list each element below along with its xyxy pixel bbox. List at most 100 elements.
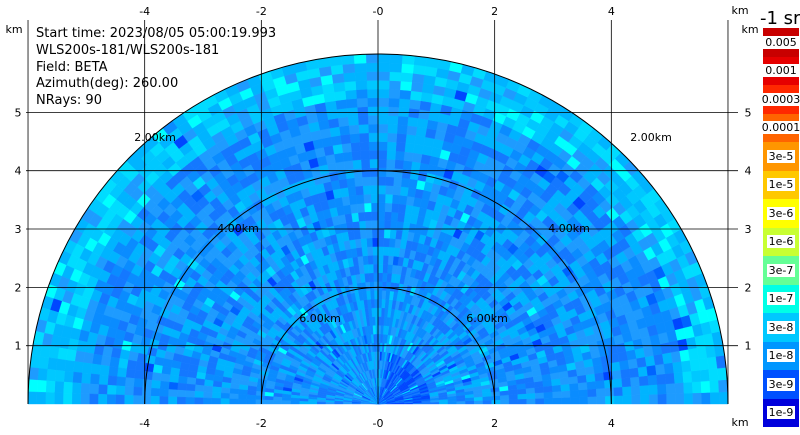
- field-cell: [398, 194, 408, 205]
- field-cell: [185, 390, 195, 398]
- field-cell: [377, 316, 382, 326]
- field-cell: [682, 370, 693, 383]
- x-tick-label: 4: [608, 5, 615, 18]
- field-cell: [36, 391, 46, 405]
- field-cell: [377, 150, 388, 160]
- field-cell: [377, 141, 388, 151]
- colorbar-cell: 3e-7: [763, 256, 799, 285]
- field-cell: [141, 395, 151, 405]
- field-cell: [388, 246, 395, 257]
- field-cell: [355, 88, 368, 99]
- field-cell: [369, 176, 379, 186]
- field-cell: [698, 357, 709, 371]
- field-cell: [89, 373, 100, 385]
- x-tick-label: -4: [139, 5, 150, 18]
- field-cell: [106, 384, 117, 396]
- field-cell: [578, 389, 589, 398]
- field-cell: [718, 391, 729, 405]
- field-cell: [491, 399, 501, 405]
- azimuth-label: Azimuth(deg): 260.00: [36, 76, 179, 91]
- field-cell: [683, 392, 694, 405]
- field-cell: [135, 361, 146, 372]
- field-cell: [391, 194, 401, 205]
- field-cell: [417, 171, 428, 182]
- field-cell: [405, 134, 416, 145]
- field-cell: [534, 386, 545, 394]
- y-tick-label: 2: [15, 281, 22, 294]
- x-tick-label: 4: [608, 417, 615, 430]
- colorbar-cell: 1e-9: [763, 398, 799, 427]
- colorbar-cell: 0.005: [763, 28, 799, 57]
- field-cell: [351, 150, 362, 161]
- x-tick-label: -0: [373, 5, 384, 18]
- field-cell: [604, 387, 615, 397]
- field-cell: [229, 393, 239, 400]
- field-cell: [338, 125, 350, 136]
- field-cell: [255, 390, 266, 397]
- field-cell: [371, 211, 379, 221]
- field-cell: [46, 368, 57, 382]
- field-cell: [325, 401, 335, 405]
- field-cell: [45, 392, 55, 405]
- field-cell: [54, 381, 65, 394]
- field-cell: [340, 134, 351, 145]
- field-cell: [125, 368, 136, 379]
- field-cell: [362, 185, 371, 195]
- field-cell: [396, 133, 407, 144]
- field-cell: [664, 372, 676, 385]
- field-cell: [83, 352, 94, 365]
- field-cell: [613, 386, 624, 397]
- field-cell: [399, 80, 413, 91]
- field-cell: [620, 368, 631, 379]
- field-cell: [367, 255, 374, 265]
- field-cell: [349, 133, 360, 144]
- field-cell: [220, 398, 230, 405]
- field-cell: [397, 115, 409, 126]
- field-cell: [683, 381, 694, 394]
- field-cell: [648, 384, 659, 395]
- field-cell: [142, 379, 153, 389]
- field-cell: [97, 384, 108, 395]
- field-cell: [372, 246, 379, 256]
- field-cell: [385, 185, 394, 195]
- field-cell: [543, 385, 553, 393]
- field-cell: [37, 368, 48, 382]
- field-cell: [72, 371, 83, 384]
- field-cell: [377, 62, 391, 72]
- field-cell: [341, 142, 352, 153]
- range-ring-label: 4.00km: [548, 222, 590, 235]
- field-cell: [692, 392, 702, 405]
- field-cell: [413, 143, 424, 155]
- colorbar-label: 0.0003: [759, 92, 800, 106]
- y-tick-label: 5: [15, 106, 22, 119]
- field-cell: [360, 237, 368, 248]
- field-cell: [561, 397, 571, 405]
- field-cell: [380, 325, 384, 335]
- field-cell: [407, 116, 419, 127]
- x-tick-label: -2: [256, 5, 267, 18]
- field-cell: [389, 53, 403, 64]
- field-cell: [517, 398, 527, 405]
- field-cell: [160, 373, 171, 383]
- field-cell: [134, 369, 145, 380]
- field-cell: [377, 246, 384, 256]
- field-cell: [389, 71, 402, 82]
- field-cell: [366, 246, 374, 256]
- y-tick-label: 5: [745, 106, 752, 119]
- field-cell: [639, 384, 650, 396]
- field-cell: [255, 399, 265, 405]
- field-cell: [406, 125, 418, 136]
- colorbar-cell: 1e-8: [763, 341, 799, 370]
- range-ring-label: 6.00km: [466, 312, 508, 325]
- field-cell: [377, 185, 386, 195]
- colorbar-cell: 0.0003: [759, 85, 800, 114]
- field-cell: [36, 379, 47, 393]
- field-cell: [382, 246, 390, 256]
- field-cell: [366, 88, 379, 99]
- field-cell: [366, 237, 373, 248]
- field-cell: [385, 281, 392, 292]
- field-cell: [116, 367, 127, 378]
- field-cell: [350, 141, 361, 152]
- field-cell: [133, 378, 144, 388]
- field-cell: [363, 202, 372, 213]
